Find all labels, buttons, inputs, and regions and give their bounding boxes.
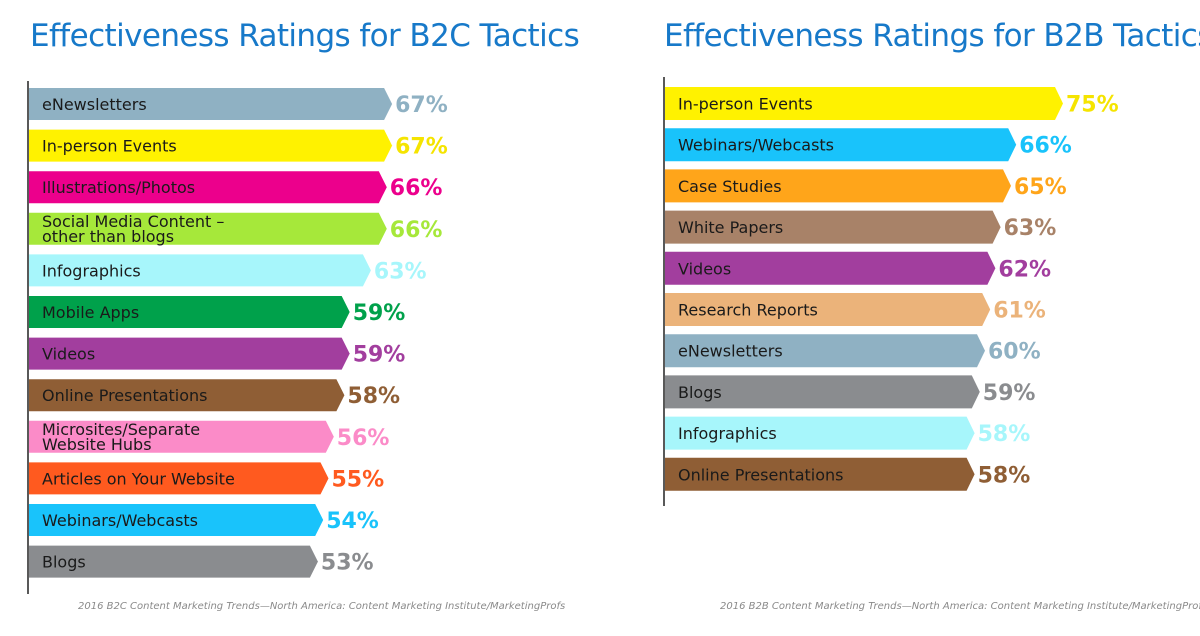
b2b-bar (665, 128, 1017, 162)
b2b-category-label: Videos (678, 259, 731, 278)
b2c-value-label: 58% (347, 384, 400, 409)
b2b-value-label: 66% (1019, 134, 1072, 159)
b2c-value-label: 56% (337, 426, 390, 451)
b2b-category-label: White Papers (678, 218, 783, 237)
b2c-bar (29, 337, 350, 370)
b2c-value-label: 67% (395, 135, 448, 160)
b2c-value-label: 59% (353, 301, 406, 326)
b2b-category-label: eNewsletters (678, 342, 783, 361)
b2c-bar (29, 545, 318, 578)
b2c-value-label: 63% (374, 259, 427, 284)
b2b-category-label: Webinars/Webcasts (678, 136, 834, 155)
b2c-bar (29, 420, 334, 453)
b2c-source-note: 2016 B2C Content Marketing Trends—North … (78, 601, 566, 612)
b2b-bar (665, 210, 1001, 244)
b2b-value-label: 58% (978, 422, 1031, 447)
b2c-value-label: 53% (321, 551, 374, 576)
b2c-value-label: 55% (332, 467, 385, 492)
b2b-source-note: 2016 B2B Content Marketing Trends—North … (720, 601, 1200, 612)
b2b-category-label: In-person Events (678, 95, 813, 114)
b2b-bar (665, 457, 975, 491)
b2c-category-label: Social Media Content – other than blogs (42, 212, 224, 246)
b2c-value-label: 66% (390, 218, 443, 243)
b2b-value-label: 62% (998, 257, 1051, 282)
b2b-value-label: 75% (1066, 93, 1119, 118)
b2c-category-label: Blogs (42, 553, 86, 572)
b2b-bar (665, 375, 980, 409)
b2c-value-label: 59% (353, 343, 406, 368)
b2b-bar-chart: In-person Events 75% Webinars/Webcasts 66% C… (663, 77, 1119, 506)
b2c-category-label: Videos (42, 345, 95, 364)
b2c-bar (29, 129, 393, 162)
b2b-value-label: 61% (993, 299, 1046, 324)
b2c-bar (29, 254, 371, 287)
b2b-bar (665, 169, 1011, 203)
b2c-value-label: 54% (326, 509, 379, 534)
b2b-bar (665, 293, 991, 326)
b2c-category-label: Articles on Your Website (42, 469, 235, 488)
b2b-bar (665, 251, 996, 285)
b2b-chart-panel: Effectiveness Ratings for B2B Tactics In… (600, 0, 1200, 636)
b2c-bar (29, 379, 345, 412)
b2c-value-label: 66% (390, 176, 443, 201)
b2b-bar (665, 87, 1063, 120)
b2b-category-label: Blogs (678, 383, 722, 402)
b2b-value-label: 60% (988, 340, 1041, 365)
b2b-value-label: 63% (1004, 216, 1057, 241)
b2b-value-label: 59% (983, 381, 1036, 406)
b2b-category-label: Infographics (678, 424, 777, 443)
b2b-category-label: Online Presentations (678, 465, 844, 484)
b2c-category-label: In-person Events (42, 137, 177, 156)
b2c-category-label: Webinars/Webcasts (42, 511, 198, 530)
b2c-bar (29, 504, 324, 536)
b2c-category-label: Infographics (42, 261, 141, 280)
b2c-category-label: Microsites/Separate Website Hubs (42, 420, 200, 454)
b2c-bar-chart: eNewsletters 67% In-person Events 67% Illust… (27, 81, 448, 594)
b2b-bar (665, 416, 975, 450)
b2c-bar (29, 296, 350, 328)
b2c-bar (29, 462, 329, 495)
b2c-bar (29, 171, 387, 204)
b2c-bar (29, 88, 393, 120)
b2c-category-label: Online Presentations (42, 386, 208, 405)
b2b-category-label: Research Reports (678, 301, 818, 320)
b2b-category-label: Case Studies (678, 177, 782, 196)
b2c-category-label: Illustrations/Photos (42, 178, 195, 197)
b2c-bar (29, 212, 387, 245)
b2c-chart-panel: Effectiveness Ratings for B2C Tactics eN… (27, 18, 580, 612)
b2b-value-label: 58% (978, 463, 1031, 488)
b2b-bar (665, 334, 985, 368)
b2c-value-label: 67% (395, 93, 448, 118)
b2c-category-label: eNewsletters (42, 95, 147, 114)
b2c-chart-title: Effectiveness Ratings for B2C Tactics (30, 18, 580, 54)
b2b-chart-title: Effectiveness Ratings for B2B Tactics (664, 18, 1200, 54)
b2b-value-label: 65% (1014, 175, 1067, 200)
b2c-category-label: Mobile Apps (42, 303, 139, 322)
